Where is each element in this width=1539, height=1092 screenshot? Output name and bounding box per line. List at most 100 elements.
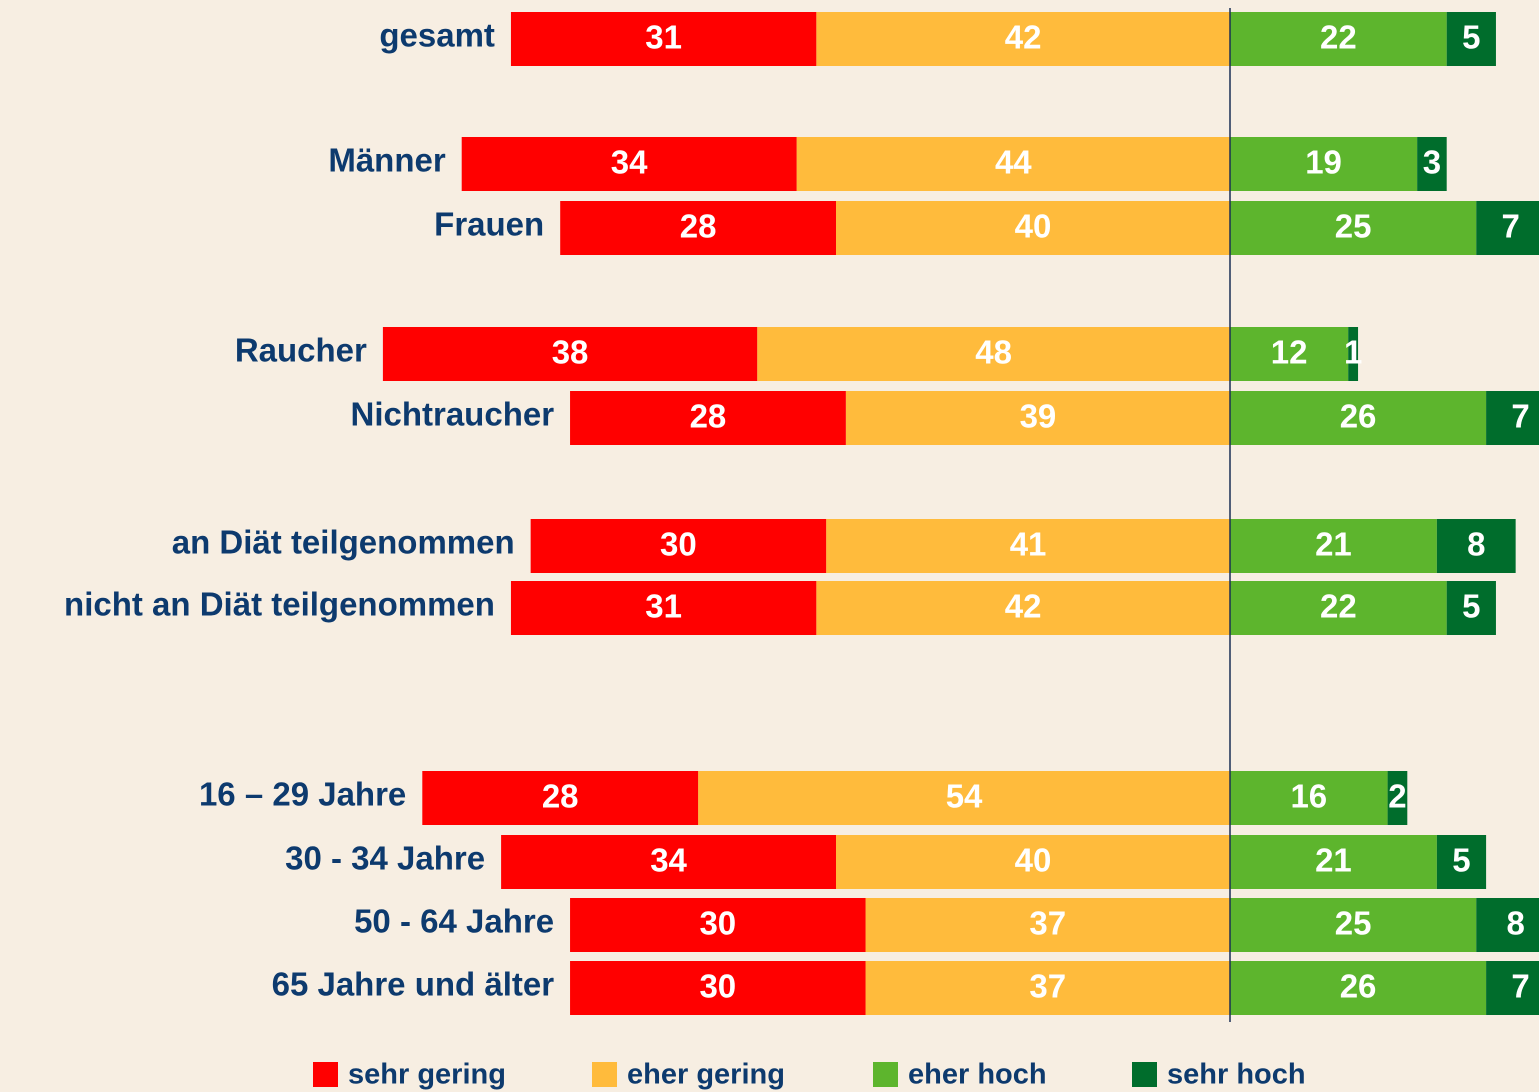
bar-segment <box>865 961 1230 1015</box>
bar-segment <box>1476 201 1539 255</box>
value-label: 28 <box>690 398 727 435</box>
legend-label: eher hoch <box>908 1059 1047 1091</box>
value-label: 21 <box>1315 526 1352 563</box>
category-label: 30 - 34 Jahre <box>285 840 485 877</box>
bar-segment <box>1436 519 1516 573</box>
bar-segment <box>570 961 866 1015</box>
bar-segment <box>816 581 1230 635</box>
value-label: 16 <box>1290 778 1327 815</box>
bar-segment <box>1486 391 1539 445</box>
value-label: 42 <box>1005 19 1042 56</box>
value-label: 31 <box>645 588 682 625</box>
value-label: 5 <box>1452 842 1470 879</box>
bar-segment <box>698 771 1230 825</box>
value-label: 40 <box>1015 208 1052 245</box>
bar-segment <box>757 327 1230 381</box>
value-label: 48 <box>975 334 1012 371</box>
bar-segment <box>570 898 866 952</box>
value-label: 7 <box>1511 398 1529 435</box>
category-label: Raucher <box>235 332 367 369</box>
bar-segment <box>826 519 1230 573</box>
legend-swatch <box>1132 1062 1157 1087</box>
value-label: 37 <box>1029 968 1066 1005</box>
bar-segment <box>510 12 817 66</box>
value-label: 25 <box>1335 905 1372 942</box>
bar-segment <box>816 12 1230 66</box>
bar-segment <box>1446 581 1496 635</box>
value-label: 12 <box>1271 334 1308 371</box>
value-label: 28 <box>680 208 717 245</box>
legend-swatch <box>873 1062 898 1087</box>
bar-segment <box>461 137 797 191</box>
value-label: 34 <box>611 144 648 181</box>
category-label: nicht an Diät teilgenommen <box>64 586 495 623</box>
value-label: 30 <box>660 526 697 563</box>
value-label: 41 <box>1010 526 1047 563</box>
bar-segment <box>1230 137 1418 191</box>
bar-segment <box>1230 961 1487 1015</box>
bar-segment <box>1230 519 1437 573</box>
bar-segment <box>422 771 699 825</box>
category-label: gesamt <box>379 17 495 54</box>
legend-label: eher gering <box>627 1059 785 1091</box>
bar-segment <box>530 519 827 573</box>
value-label: 22 <box>1320 588 1357 625</box>
bar-segment <box>1230 12 1447 66</box>
value-label: 19 <box>1305 144 1342 181</box>
value-label: 5 <box>1462 19 1480 56</box>
bar-segment <box>796 137 1230 191</box>
value-label: 44 <box>995 144 1032 181</box>
value-label: 22 <box>1320 19 1357 56</box>
bar-segment <box>501 835 836 889</box>
legend-label: sehr hoch <box>1167 1059 1306 1091</box>
value-label: 38 <box>552 334 589 371</box>
value-label: 37 <box>1029 905 1066 942</box>
category-label: Frauen <box>434 206 544 243</box>
value-label: 28 <box>542 778 579 815</box>
value-label: 42 <box>1005 588 1042 625</box>
bar-segment <box>845 391 1230 445</box>
category-label: 50 - 64 Jahre <box>354 903 554 940</box>
value-label: 5 <box>1462 588 1480 625</box>
legend-swatch <box>592 1062 617 1087</box>
bar-segment <box>1230 835 1437 889</box>
value-label: 8 <box>1506 905 1524 942</box>
bar-segment <box>1230 898 1477 952</box>
value-label: 54 <box>946 778 983 815</box>
bar-segment <box>1486 961 1539 1015</box>
value-label: 8 <box>1467 526 1485 563</box>
bar-segment <box>1230 201 1477 255</box>
value-label: 30 <box>699 905 736 942</box>
value-label: 3 <box>1423 144 1441 181</box>
value-label: 26 <box>1340 398 1377 435</box>
bar-segment <box>1387 771 1408 825</box>
bar-segment <box>1230 581 1447 635</box>
category-label: 65 Jahre und älter <box>272 966 555 1003</box>
bar-segment <box>1230 771 1388 825</box>
value-label: 21 <box>1315 842 1352 879</box>
value-label: 26 <box>1340 968 1377 1005</box>
bar-segment <box>1417 137 1447 191</box>
bar-segment <box>865 898 1230 952</box>
value-label: 7 <box>1502 208 1520 245</box>
bar-segment <box>1348 327 1359 381</box>
bar-segment <box>382 327 758 381</box>
value-label: 2 <box>1388 778 1406 815</box>
category-label: Männer <box>328 142 446 179</box>
value-label: 25 <box>1335 208 1372 245</box>
bar-segment <box>510 581 817 635</box>
category-label: an Diät teilgenommen <box>172 524 515 561</box>
bar-segment <box>560 201 836 255</box>
value-label: 7 <box>1511 968 1529 1005</box>
legend-swatch <box>313 1062 338 1087</box>
bar-segment <box>1230 327 1349 381</box>
bar-segment <box>1230 391 1487 445</box>
legend-label: sehr gering <box>348 1059 506 1091</box>
category-label: Nichtraucher <box>350 396 554 433</box>
bar-segment <box>570 391 846 445</box>
bar-segment <box>836 835 1230 889</box>
value-label: 31 <box>645 19 682 56</box>
value-label: 1 <box>1344 334 1362 371</box>
value-label: 40 <box>1015 842 1052 879</box>
